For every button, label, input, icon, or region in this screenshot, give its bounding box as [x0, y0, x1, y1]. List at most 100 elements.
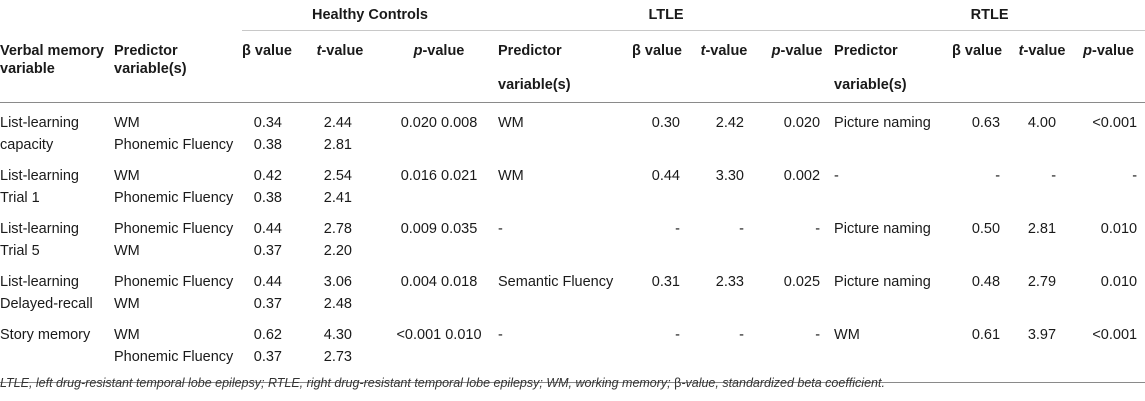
cell-value: WM [114, 243, 140, 259]
cell-value: 0.38 [253, 137, 282, 153]
cell-value: 0.37 [253, 296, 282, 312]
header-rtle-predictor: Predictor variable(s) [834, 43, 907, 93]
cell-hc-t: 2.54 2.41 [300, 156, 380, 209]
cell-ltle-t: - [688, 315, 760, 383]
column-header-row: Verbal memory variable Predictor variabl… [0, 36, 1145, 103]
cell-ltle-p: - [760, 315, 834, 383]
group-healthy-controls: Healthy Controls [242, 0, 498, 36]
cell-value: <0.001 0.010 [396, 327, 482, 343]
cell-hc-beta: 0.44 0.37 [242, 262, 300, 315]
cell-value: Trial 1 [0, 190, 40, 206]
cell-value: WM [114, 115, 140, 131]
regression-table: Healthy Controls LTLE RTLE Verbal memory… [0, 0, 1145, 383]
cell-ltle-p: 0.002 [760, 156, 834, 209]
cell-value: 2.41 [323, 190, 352, 206]
cell-value: 4.30 [323, 327, 352, 343]
cell-value: List-learning [0, 168, 79, 184]
cell-ltle-p: 0.020 [760, 103, 834, 157]
cell-ltle-p: 0.025 [760, 262, 834, 315]
cell-verbal-memory-variable: List-learning Trial 5 [0, 209, 114, 262]
cell-value: - [739, 327, 744, 343]
cell-value: 2.81 [1027, 221, 1057, 237]
header-predictor-variables: Predictor variable(s) [114, 43, 187, 77]
cell-rtle-predictor: WM [834, 315, 952, 383]
cell-hc-p: 0.004 0.018 [380, 262, 498, 315]
cell-value: 2.48 [323, 296, 352, 312]
cell-rtle-predictor: - [834, 156, 952, 209]
cell-value: 0.009 0.035 [400, 221, 478, 237]
cell-ltle-predictor: WM [498, 103, 632, 157]
table-row: List-learning capacity WM Phonemic Fluency 0… [0, 103, 1145, 157]
cell-value: Semantic Fluency [498, 274, 614, 290]
cell-value: 0.30 [651, 115, 680, 131]
cell-hc-predictor: Phonemic Fluency WM [114, 262, 242, 315]
group-rtle: RTLE [834, 0, 1145, 36]
cell-hc-beta: 0.62 0.37 [242, 315, 300, 383]
cell-value: 3.97 [1027, 327, 1057, 343]
cell-verbal-memory-variable: Story memory [0, 315, 114, 383]
cell-value: 0.44 [651, 168, 680, 184]
table-footnote: LTLE, left drug-resistant temporal lobe … [0, 376, 885, 390]
cell-rtle-t: - [1012, 156, 1072, 209]
cell-verbal-memory-variable: List-learning Trial 1 [0, 156, 114, 209]
cell-value: <0.001 [1092, 327, 1138, 343]
header-rtle-beta: β value [952, 43, 1003, 59]
table-row: List-learning Delayed-recall Phonemic Flue… [0, 262, 1145, 315]
cell-ltle-predictor: Semantic Fluency [498, 262, 632, 315]
cell-value: 0.44 [253, 274, 282, 290]
group-ltle: LTLE [498, 0, 835, 36]
cell-rtle-t: 3.97 [1012, 315, 1072, 383]
cell-value: 0.42 [253, 168, 282, 184]
cell-hc-predictor: WM Phonemic Fluency [114, 315, 242, 383]
cell-value: 0.025 [783, 274, 821, 290]
cell-value: 2.79 [1027, 274, 1057, 290]
cell-rtle-p: 0.010 [1072, 209, 1145, 262]
cell-rtle-p: <0.001 [1072, 315, 1145, 383]
cell-value: 0.63 [971, 115, 1001, 131]
cell-rtle-p: <0.001 [1072, 103, 1145, 157]
cell-hc-t: 3.06 2.48 [300, 262, 380, 315]
cell-value: Delayed-recall [0, 296, 93, 312]
cell-ltle-p: - [760, 209, 834, 262]
cell-value: Picture naming [834, 221, 931, 237]
cell-value: - [498, 221, 503, 237]
cell-hc-p: 0.009 0.035 [380, 209, 498, 262]
cell-value: 0.50 [971, 221, 1001, 237]
cell-value: - [995, 168, 1001, 184]
cell-value: Story memory [0, 327, 91, 343]
cell-value: Phonemic Fluency [114, 137, 234, 153]
cell-ltle-beta: 0.30 [632, 103, 688, 157]
group-header-row: Healthy Controls LTLE RTLE [0, 0, 1145, 36]
cell-value: List-learning [0, 221, 79, 237]
cell-value: Phonemic Fluency [114, 274, 234, 290]
cell-hc-beta: 0.34 0.38 [242, 103, 300, 157]
cell-rtle-beta: - [952, 156, 1012, 209]
cell-rtle-beta: 0.50 [952, 209, 1012, 262]
cell-value: List-learning [0, 115, 79, 131]
cell-value: Phonemic Fluency [114, 221, 234, 237]
cell-ltle-t: 2.42 [688, 103, 760, 157]
cell-rtle-p: - [1072, 156, 1145, 209]
cell-hc-beta: 0.42 0.38 [242, 156, 300, 209]
cell-value: Phonemic Fluency [114, 190, 234, 206]
cell-rtle-predictor: Picture naming [834, 209, 952, 262]
cell-hc-p: 0.016 0.021 [380, 156, 498, 209]
cell-value: 2.54 [323, 168, 352, 184]
cell-ltle-beta: 0.44 [632, 156, 688, 209]
cell-value: 0.34 [253, 115, 282, 131]
table-body: List-learning capacity WM Phonemic Fluency 0… [0, 103, 1145, 383]
header-ltle-t: t-value [700, 43, 748, 59]
cell-hc-t: 4.30 2.73 [300, 315, 380, 383]
cell-value: capacity [0, 137, 54, 153]
cell-value: 0.004 0.018 [400, 274, 478, 290]
cell-value: Trial 5 [0, 243, 40, 259]
cell-value: - [834, 168, 839, 184]
cell-value [0, 346, 114, 368]
cell-rtle-t: 2.81 [1012, 209, 1072, 262]
header-rtle-p: p-value [1083, 43, 1134, 59]
header-hc-t: t-value [316, 43, 364, 59]
cell-ltle-t: 3.30 [688, 156, 760, 209]
cell-rtle-predictor: Picture naming [834, 103, 952, 157]
cell-ltle-beta: - [632, 209, 688, 262]
header-ltle-predictor: Predictor variable(s) [498, 43, 571, 93]
